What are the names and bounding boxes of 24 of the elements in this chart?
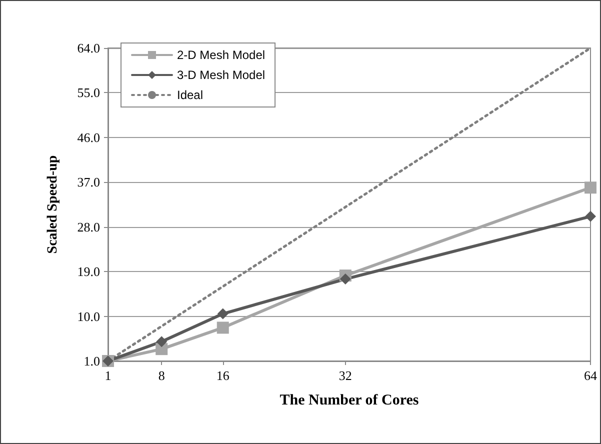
point — [156, 336, 168, 348]
x-tick-label: 32 — [338, 368, 352, 383]
legend-label: Ideal — [177, 88, 204, 102]
y-tick-label: 28.0 — [77, 219, 100, 234]
y-tick-label: 19.0 — [77, 264, 100, 280]
x-tick-label: 1 — [104, 368, 112, 383]
point — [584, 182, 596, 194]
y-tick-label: 55.0 — [77, 85, 100, 100]
x-tick-label: 8 — [158, 368, 165, 383]
y-tick-label: 10.0 — [77, 308, 100, 324]
y-tick-label: 37.0 — [77, 174, 100, 190]
legend-label: 2-D Mesh Model — [177, 48, 266, 62]
y-tick-label: 64.0 — [77, 40, 100, 56]
y-tick-label: 46.0 — [77, 130, 100, 145]
point — [216, 322, 229, 334]
x-axis-title: The Number of Cores — [280, 392, 419, 408]
point — [217, 308, 228, 320]
x-tick-label: 64 — [584, 368, 598, 383]
legend-label: 3-D Mesh Model — [177, 68, 266, 82]
x-tick-label: 16 — [216, 368, 230, 383]
point — [585, 210, 596, 222]
y-axis-title: Scaled Speed-up — [46, 155, 60, 254]
y-tick-label: 1.0 — [84, 354, 100, 368]
point — [340, 274, 351, 285]
